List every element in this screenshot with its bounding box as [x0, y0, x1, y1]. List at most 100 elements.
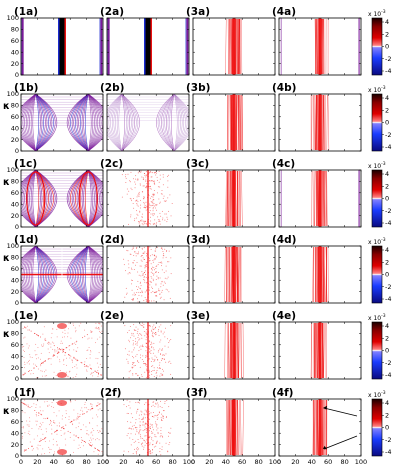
- y-tick-label: 20: [11, 60, 19, 68]
- lens-curve: [173, 94, 178, 151]
- heatmap-dot: [86, 365, 88, 367]
- heatmap-band: [100, 18, 103, 75]
- heatmap-dot: [51, 424, 53, 426]
- lens-curve: [66, 94, 89, 151]
- heatmap-area: [312, 246, 329, 303]
- heatmap-dot: [58, 348, 60, 350]
- heatmap-dot: [144, 251, 146, 253]
- heatmap-dot: [97, 372, 99, 374]
- colorbar-exponent-power: -3: [381, 85, 386, 91]
- heatmap-band: [147, 322, 149, 379]
- heatmap-dot: [145, 331, 147, 333]
- heatmap-stroke: [235, 322, 238, 379]
- x-tick-label: 100: [269, 458, 281, 466]
- heatmap-dot: [79, 446, 81, 448]
- heatmap-dot: [149, 371, 151, 373]
- x-tick-label: 80: [340, 458, 348, 466]
- heatmap-dot: [151, 357, 153, 359]
- heatmap-dot: [155, 204, 157, 206]
- heatmap-dot: [145, 377, 147, 379]
- heatmap-dot: [89, 409, 91, 411]
- heatmap-dot: [153, 194, 155, 196]
- panel-label: (2c): [100, 158, 123, 170]
- heatmap-dot: [133, 268, 135, 270]
- heatmap-dot: [143, 220, 145, 222]
- heatmap-dot: [152, 278, 154, 280]
- heatmap-dot: [152, 333, 154, 335]
- heatmap-dot: [97, 322, 99, 324]
- heatmap-dot: [132, 299, 134, 301]
- heatmap-dot: [157, 278, 159, 280]
- heatmap-band: [147, 170, 149, 227]
- heatmap-dot: [56, 430, 58, 432]
- heatmap-dot: [153, 182, 155, 184]
- heatmap-dot: [145, 223, 147, 225]
- heatmap-dot: [170, 373, 172, 375]
- y-tick-label: 20: [11, 364, 19, 372]
- heatmap-dot: [145, 411, 147, 412]
- heatmap-dot: [90, 373, 92, 375]
- heatmap-dot: [42, 422, 44, 424]
- heatmap-dot: [145, 432, 147, 434]
- heatmap-dot: [154, 328, 156, 330]
- heatmap-dot: [50, 343, 52, 345]
- heatmap-dot: [50, 449, 52, 451]
- heatmap-dot: [40, 362, 42, 364]
- heatmap-dot: [29, 434, 31, 436]
- heatmap-dot: [145, 333, 147, 335]
- heatmap-dot: [153, 324, 155, 326]
- heatmap-band: [186, 18, 189, 75]
- heatmap-dot: [124, 296, 126, 298]
- heatmap-dot: [73, 439, 75, 441]
- heatmap-dot: [133, 324, 135, 326]
- lens-curve: [166, 94, 175, 151]
- heatmap-dot: [159, 375, 161, 377]
- heatmap-dot: [164, 248, 166, 250]
- heatmap-dot: [81, 362, 83, 364]
- heatmap-dot: [141, 247, 143, 249]
- heatmap-stroke: [231, 246, 233, 303]
- heatmap-dot: [92, 438, 94, 440]
- heatmap-dot: [30, 330, 32, 332]
- heatmap-dot: [29, 356, 31, 358]
- y-tick-label: 40: [11, 429, 19, 437]
- heatmap-dot: [138, 274, 140, 276]
- heatmap-dot: [163, 272, 165, 274]
- heatmap-dot: [133, 220, 135, 222]
- heatmap-dot: [139, 210, 141, 212]
- heatmap-dot: [77, 448, 79, 450]
- heatmap-dot: [54, 351, 56, 353]
- lens-curve: [107, 94, 122, 151]
- heatmap-dot: [87, 409, 89, 411]
- heatmap-dot: [35, 414, 37, 416]
- heatmap-stroke: [240, 399, 242, 456]
- heatmap-dot: [145, 282, 147, 284]
- heatmap-dot: [150, 213, 152, 215]
- lens-curve: [87, 94, 97, 151]
- heatmap-dot: [71, 423, 73, 425]
- heatmap-dot: [22, 411, 24, 413]
- heatmap-dot: [126, 358, 128, 360]
- heatmap-band: [318, 18, 322, 75]
- heatmap-dot: [80, 361, 82, 363]
- lens-curve: [107, 94, 122, 151]
- heatmap-dot: [59, 370, 61, 372]
- heatmap-dot: [23, 357, 25, 359]
- heatmap-dot: [138, 291, 140, 293]
- heatmap-dot: [152, 352, 154, 354]
- heatmap-dot: [73, 434, 75, 436]
- lens-curve: [87, 170, 97, 227]
- heatmap-dot: [138, 191, 140, 193]
- heatmap-dot: [98, 432, 100, 433]
- heatmap-dot: [166, 416, 168, 418]
- heatmap-dot: [165, 327, 167, 329]
- heatmap-dot: [157, 271, 159, 273]
- heatmap-dot: [135, 338, 137, 340]
- y-axis-label: κ: [3, 406, 10, 417]
- heatmap-dot: [164, 277, 166, 279]
- panel-frame: [20, 245, 104, 304]
- heatmap-dot: [40, 440, 42, 441]
